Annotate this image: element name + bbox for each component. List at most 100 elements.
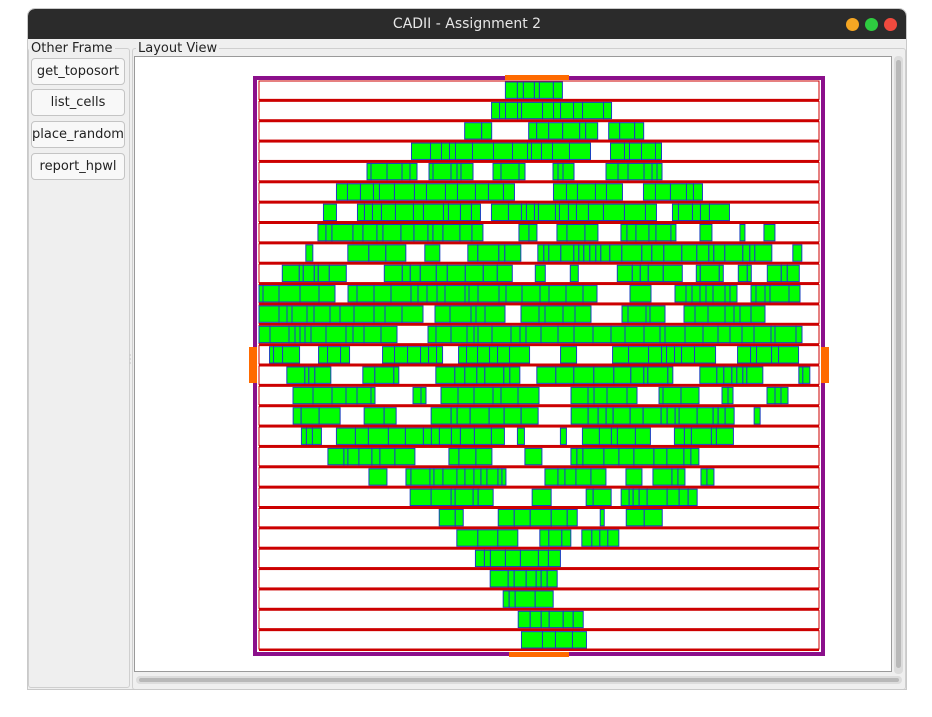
- standard-cell: [621, 305, 629, 323]
- standard-cell: [550, 509, 568, 527]
- standard-cell: [387, 427, 406, 445]
- standard-cell: [795, 325, 803, 344]
- get-toposort-button[interactable]: get_toposort: [31, 58, 125, 85]
- standard-cell: [707, 305, 726, 323]
- standard-cell: [450, 325, 468, 344]
- standard-cell: [492, 386, 502, 405]
- standard-cell: [306, 305, 315, 323]
- standard-cell: [696, 407, 714, 425]
- standard-cell: [522, 81, 535, 99]
- standard-cell: [753, 407, 761, 425]
- standard-cell: [731, 366, 738, 384]
- standard-cell: [677, 203, 693, 221]
- standard-cell: [582, 285, 598, 303]
- standard-cell: [548, 122, 564, 140]
- standard-cell: [370, 162, 388, 181]
- standard-cell: [625, 468, 643, 486]
- standard-cell: [394, 346, 409, 364]
- standard-cell: [373, 305, 386, 323]
- standard-cell: [539, 529, 550, 547]
- standard-cell: [459, 203, 472, 221]
- standard-cell: [517, 101, 523, 120]
- standard-cell: [573, 366, 595, 384]
- standard-cell: [540, 142, 553, 160]
- vertical-scrollbar[interactable]: [894, 56, 903, 674]
- standard-cell: [587, 386, 595, 405]
- standard-cell: [520, 631, 543, 649]
- standard-cell: [798, 366, 804, 384]
- standard-cell: [450, 407, 458, 425]
- standard-cell: [610, 325, 626, 344]
- standard-cell: [699, 203, 710, 221]
- close-button[interactable]: [884, 18, 897, 31]
- standard-cell: [427, 325, 437, 344]
- standard-cell: [454, 142, 473, 160]
- standard-cell: [498, 244, 506, 262]
- standard-cell: [529, 509, 552, 527]
- standard-cell: [286, 366, 306, 384]
- standard-cell: [464, 468, 475, 486]
- standard-cell: [288, 325, 296, 344]
- standard-cell: [436, 346, 444, 364]
- standard-cell: [617, 162, 629, 181]
- standard-cell: [502, 590, 510, 608]
- standard-cell: [602, 203, 625, 221]
- standard-cell: [620, 224, 628, 242]
- standard-cell: [585, 122, 599, 140]
- standard-cell: [428, 162, 434, 181]
- standard-cell: [713, 244, 726, 262]
- standard-cell: [538, 305, 546, 323]
- horizontal-scroll-thumb[interactable]: [139, 678, 899, 682]
- standard-cell: [570, 386, 589, 405]
- standard-cell: [273, 346, 284, 364]
- app-window: CADII - Assignment 2 Other Frame get_top…: [28, 9, 906, 689]
- standard-cell: [435, 366, 456, 384]
- standard-cell: [774, 386, 782, 405]
- standard-cell: [429, 142, 442, 160]
- vertical-scroll-thumb[interactable]: [896, 60, 901, 668]
- standard-cell: [656, 162, 663, 181]
- standard-cell: [566, 224, 586, 242]
- pane-splitter[interactable]: · · ·: [129, 351, 132, 368]
- standard-cell: [659, 325, 666, 344]
- standard-cell: [572, 610, 584, 629]
- layout-canvas[interactable]: [134, 56, 892, 672]
- standard-cell: [469, 407, 490, 425]
- standard-cell: [327, 447, 345, 466]
- horizontal-scrollbar[interactable]: [136, 676, 902, 684]
- standard-cell: [540, 325, 559, 344]
- standard-cell: [325, 325, 347, 344]
- standard-cell: [756, 346, 773, 364]
- maximize-button[interactable]: [865, 18, 878, 31]
- report-hpwl-button[interactable]: report_hpwl: [31, 153, 125, 180]
- minimize-button[interactable]: [846, 18, 859, 31]
- standard-cell: [371, 447, 381, 466]
- standard-cell: [553, 101, 562, 120]
- standard-cell: [755, 285, 766, 303]
- standard-cell: [766, 264, 782, 283]
- standard-cell: [555, 366, 575, 384]
- other-frame-label: Other Frame: [29, 41, 115, 56]
- standard-cell: [536, 122, 550, 140]
- standard-cell: [343, 447, 349, 466]
- placement-row: [258, 467, 820, 487]
- place-random-button[interactable]: place_random: [31, 121, 125, 148]
- standard-cell: [645, 305, 651, 323]
- standard-cell: [737, 346, 752, 364]
- standard-cell: [599, 509, 605, 527]
- standard-cell: [456, 162, 462, 181]
- standard-cell: [331, 224, 354, 242]
- standard-cell: [450, 162, 458, 181]
- standard-cell: [585, 488, 594, 506]
- standard-cell: [573, 101, 584, 120]
- list-cells-button[interactable]: list_cells: [31, 89, 125, 116]
- standard-cell: [771, 346, 780, 364]
- standard-cell: [634, 122, 645, 140]
- standard-cell: [594, 183, 607, 201]
- title-bar[interactable]: CADII - Assignment 2: [28, 9, 906, 39]
- standard-cell: [520, 407, 539, 425]
- standard-cell: [317, 264, 330, 283]
- standard-cell: [642, 183, 656, 201]
- standard-cell: [560, 346, 578, 364]
- standard-cell: [521, 101, 544, 120]
